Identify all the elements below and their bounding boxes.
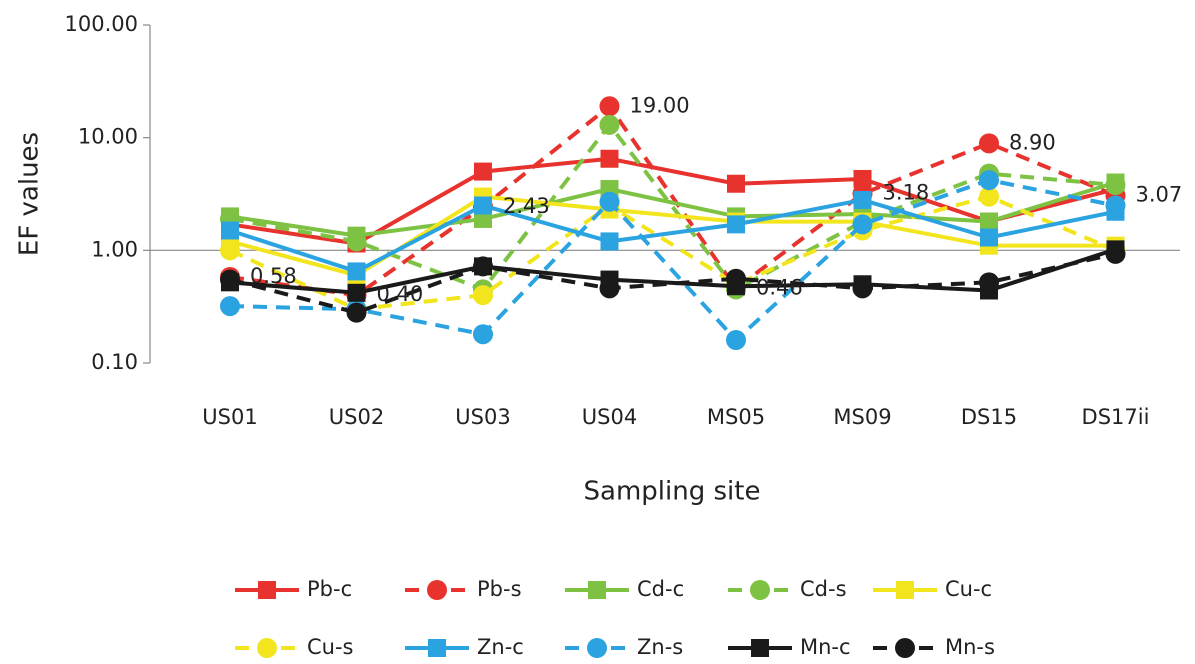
legend-marker [257, 638, 277, 658]
marker [473, 324, 493, 345]
x-axis-title: Sampling site [584, 477, 761, 507]
legend-item: Zn-c [405, 635, 524, 659]
data-label: 2.43 [503, 194, 550, 218]
marker [346, 302, 367, 323]
x-tick-label: US01 [202, 405, 257, 429]
marker [347, 262, 366, 281]
data-label: 3.18 [883, 181, 930, 205]
legend-label: Cd-s [800, 577, 847, 601]
marker [474, 196, 492, 215]
marker [600, 149, 619, 168]
series-line [229, 197, 1116, 274]
legend-marker [258, 581, 276, 599]
legend-label: Cd-c [637, 577, 684, 601]
legend-label: Pb-s [477, 577, 522, 601]
legend-label: Mn-s [945, 635, 995, 659]
marker [221, 221, 239, 240]
marker [1105, 175, 1126, 196]
x-tick-label: US04 [582, 405, 637, 429]
y-tick-label: 100.00 [65, 12, 138, 36]
marker [853, 169, 872, 188]
marker [980, 212, 998, 231]
legend-item: Cu-c [873, 577, 992, 601]
legend-item: Pb-c [235, 577, 352, 601]
marker [220, 296, 240, 317]
series [221, 190, 1125, 281]
marker [979, 133, 999, 154]
data-label: 8.90 [1009, 130, 1056, 154]
legend-label: Zn-c [477, 635, 524, 659]
marker [473, 256, 493, 277]
marker [220, 240, 240, 261]
legend-item: Zn-s [565, 635, 683, 659]
marker [726, 330, 746, 351]
data-label: 19.00 [630, 93, 690, 117]
x-tick-label: US03 [455, 405, 510, 429]
marker [474, 162, 492, 181]
marker [599, 96, 620, 117]
series-line [229, 103, 1117, 298]
marker [473, 285, 493, 306]
series [220, 243, 1126, 323]
data-label: 3.07 [1136, 182, 1183, 206]
legend-marker [750, 580, 770, 600]
x-tick-label: US02 [329, 405, 384, 429]
marker [727, 174, 745, 193]
legend-marker [896, 581, 914, 599]
data-label: 0.46 [756, 275, 803, 299]
marker [599, 191, 620, 212]
marker [853, 190, 872, 209]
marker [1105, 243, 1126, 264]
marker [346, 231, 367, 252]
marker [726, 268, 746, 289]
marker [979, 186, 999, 207]
series-line [229, 180, 1117, 238]
legend-marker [751, 639, 769, 657]
marker [599, 278, 620, 299]
legend-marker [587, 638, 607, 658]
x-tick-label: DS15 [961, 405, 1017, 429]
legend-marker [428, 639, 446, 657]
marker [727, 215, 745, 234]
marker [220, 269, 240, 290]
legend-item: Pb-s [405, 577, 522, 601]
x-tick-label: DS17ii [1082, 405, 1150, 429]
marker [979, 272, 999, 293]
series-line [229, 121, 1116, 292]
data-label: 0.58 [250, 264, 297, 288]
legend-marker [588, 581, 606, 599]
legend-item: Cd-c [565, 577, 684, 601]
legend-item: Cu-s [235, 635, 354, 659]
marker [852, 214, 873, 235]
legend-item: Cd-s [728, 577, 847, 601]
data-label: 0.40 [377, 282, 424, 306]
marker [979, 170, 999, 191]
y-tick-label: 0.10 [91, 350, 138, 374]
y-axis-title: EF values [15, 132, 45, 256]
series-line [229, 247, 1117, 295]
marker [347, 283, 366, 302]
x-tick-label: MS05 [707, 405, 765, 429]
legend-marker [427, 580, 447, 600]
marker [852, 278, 873, 299]
legend-item: Mn-s [873, 635, 995, 659]
marker [980, 228, 998, 247]
marker [599, 114, 620, 135]
legend-item: Mn-c [728, 635, 851, 659]
legend-marker [895, 638, 915, 658]
marker [1105, 195, 1126, 216]
legend-label: Mn-c [800, 635, 851, 659]
legend-label: Cu-c [945, 577, 992, 601]
legend-label: Zn-s [637, 635, 683, 659]
series-line [229, 194, 1117, 312]
y-tick-label: 10.00 [78, 125, 138, 149]
marker [600, 232, 619, 251]
legend-label: Cu-s [307, 635, 354, 659]
x-tick-label: MS09 [833, 405, 891, 429]
series-line [229, 178, 1116, 343]
legend-label: Pb-c [307, 577, 352, 601]
y-tick-label: 1.00 [91, 237, 138, 261]
